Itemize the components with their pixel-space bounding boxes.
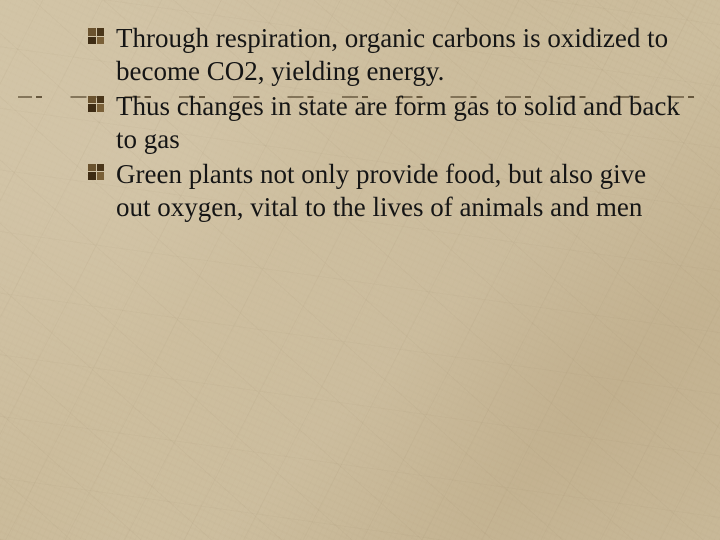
list-item: Green plants not only provide food, but … <box>88 158 680 224</box>
list-item-text: Green plants not only provide food, but … <box>116 159 646 222</box>
list-item-text: Thus changes in state are form gas to so… <box>116 91 680 154</box>
list-item: Through respiration, organic carbons is … <box>88 22 680 88</box>
list-item: Thus changes in state are form gas to so… <box>88 90 680 156</box>
bullet-icon <box>88 96 104 112</box>
slide-content: Through respiration, organic carbons is … <box>88 22 680 226</box>
bullet-list: Through respiration, organic carbons is … <box>88 22 680 224</box>
list-item-text: Through respiration, organic carbons is … <box>116 23 668 86</box>
bullet-icon <box>88 164 104 180</box>
bullet-icon <box>88 28 104 44</box>
